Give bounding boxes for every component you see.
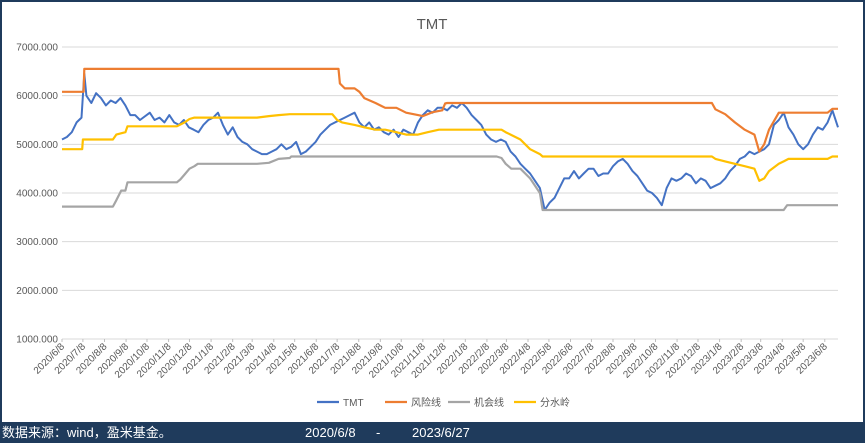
data-source-note: 数据来源：wind，盈米基金。 <box>2 425 172 440</box>
chart-title: TMT <box>417 16 448 33</box>
watershed-series-line <box>62 113 838 182</box>
legend-item: TMT <box>317 398 364 409</box>
legend-item: 机会线 <box>448 396 504 409</box>
y-tick-label: 4000.000 <box>16 189 58 200</box>
chart-area: TMT 1000.000 2000.000 3000.000 4000.000 5000.… <box>2 2 863 422</box>
y-tick-label: 3000.000 <box>16 237 58 248</box>
legend-label: 机会线 <box>474 396 504 409</box>
y-tick-label: 5000.000 <box>16 140 58 151</box>
date-separator: - <box>376 425 381 440</box>
opportunity-line-series <box>62 155 838 212</box>
legend-label: TMT <box>343 398 364 409</box>
tmt-series-line <box>61 72 839 211</box>
legend-label: 分水岭 <box>540 396 570 409</box>
legend-label: 风险线 <box>411 396 441 409</box>
y-tick-label: 2000.000 <box>16 286 58 297</box>
footer: 数据来源：wind，盈米基金。 2020/6/8 - 2023/6/27 <box>0 423 865 443</box>
tmt-line-chart: TMT 1000.000 2000.000 3000.000 4000.000 5000.… <box>16 16 839 409</box>
y-tick-label: 1000.000 <box>16 335 58 346</box>
legend-item: 分水岭 <box>514 396 570 409</box>
risk-line-series <box>62 67 838 153</box>
legend-item: 风险线 <box>385 396 441 409</box>
end-date: 2023/6/27 <box>412 425 470 440</box>
y-tick-label: 6000.000 <box>16 91 58 102</box>
y-tick-label: 7000.000 <box>16 43 58 54</box>
start-date: 2020/6/8 <box>305 425 356 440</box>
